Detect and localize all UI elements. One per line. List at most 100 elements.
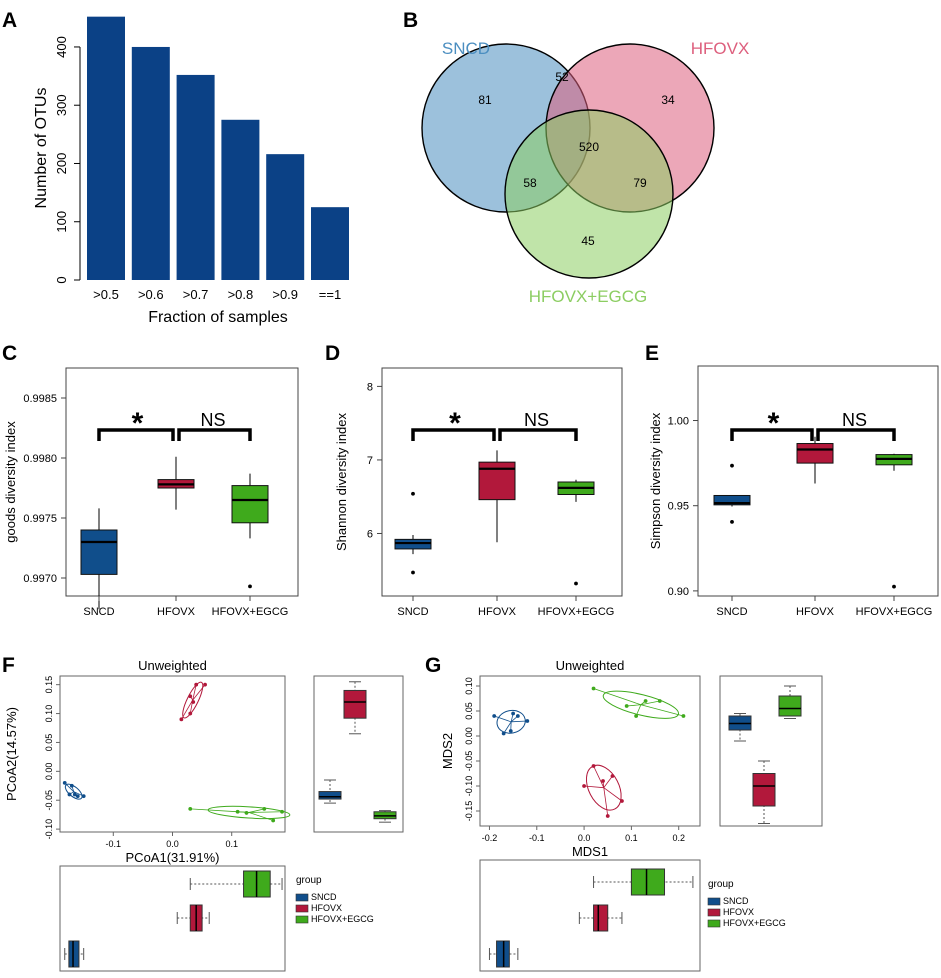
sample-point: [605, 814, 610, 818]
sample-point: [188, 694, 193, 699]
box-0: [80, 529, 118, 575]
plot-frame: [697, 365, 939, 597]
y-tick-label: 0.95: [668, 501, 689, 513]
panel-f-pcoa: Unweighted -0.1 0.0 0.1 -0.10 -0.05 0.00 0.05 0.…: [4, 658, 404, 972]
sample-point: [515, 714, 520, 718]
sample-point: [75, 794, 80, 799]
legend-label: SNCD: [311, 892, 337, 902]
bar-5: [311, 207, 349, 280]
x-tick-label: 0.2: [672, 833, 685, 843]
side-box-2: [778, 695, 802, 717]
y-tick-label: -0.15: [464, 801, 474, 822]
centroid-spoke: [603, 787, 609, 817]
venn-count-sncd_only: 81: [478, 93, 492, 107]
y-tick-label: 0.10: [464, 677, 474, 695]
bottom-box-1: [593, 904, 609, 932]
venn-count-sncd_egcg: 58: [523, 176, 537, 190]
x-tick-label: SNCD: [716, 606, 747, 618]
box-1: [796, 443, 834, 464]
sample-point: [511, 711, 516, 716]
centroid-spoke: [603, 775, 613, 788]
sample-point: [501, 731, 506, 736]
outlier-point: [248, 584, 252, 589]
centroid-spoke: [181, 699, 194, 720]
sample-point: [62, 780, 67, 785]
outlier-point: [730, 463, 734, 468]
legend-swatch: [295, 904, 309, 913]
y-tick-label: 100: [54, 211, 69, 233]
panel-d-shannon-boxplot: 6 7 8 Shannon diversity index SNCD HFOVX HFOVX…: [334, 367, 623, 618]
x-tick-label: >0.5: [93, 287, 119, 302]
box-0: [713, 494, 751, 506]
x-tick-label: -0.1: [106, 839, 122, 849]
outlier-point: [730, 519, 734, 524]
x-tick-label: HFOVX: [478, 606, 517, 618]
centroid-spoke: [584, 785, 604, 789]
centroid-spoke: [635, 704, 642, 717]
x-tick-label: HFOVX: [796, 606, 835, 618]
panel-letter-e: E: [645, 342, 659, 365]
side-box-frame: [313, 675, 404, 833]
legend-label: HFOVX: [723, 907, 754, 917]
sig-star: *: [768, 407, 780, 440]
sample-point: [634, 714, 639, 718]
sample-point: [643, 699, 648, 703]
legend-swatch: [707, 908, 721, 917]
sample-point: [271, 818, 276, 823]
sample-point: [582, 784, 586, 788]
y-tick-label: 400: [54, 36, 69, 58]
y-tick-label: 0: [54, 276, 69, 283]
centroid-spoke: [192, 684, 197, 701]
x-tick-label: >0.8: [228, 287, 254, 302]
y-tick-label: 0.10: [44, 705, 54, 723]
y-tick-label: 0.9975: [23, 513, 57, 525]
centroid-spoke: [503, 721, 512, 734]
plot-frame: [65, 367, 299, 597]
sample-point: [188, 711, 193, 716]
bar-2: [176, 74, 215, 280]
side-box-0: [318, 791, 342, 800]
plot-frame: [381, 367, 623, 597]
scatter-frame: [59, 675, 286, 833]
sig-bracket-left: [730, 428, 814, 441]
y-axis-title: goods diversity index: [3, 421, 18, 543]
y-axis-title: Simpson diversity index: [648, 412, 663, 549]
centroid-spoke: [640, 704, 684, 717]
sample-point: [525, 719, 530, 723]
sample-point: [179, 717, 184, 722]
y-tick-label: 0.00: [464, 727, 474, 745]
sample-point: [681, 714, 686, 718]
scatter-frame: [479, 675, 701, 827]
y-tick-label: -0.05: [464, 751, 474, 772]
x-tick-label: >0.9: [272, 287, 298, 302]
panel-letter-a: A: [2, 9, 17, 32]
x-tick-label: 0.0: [578, 833, 591, 843]
legend-label: HFOVX+EGCG: [723, 918, 786, 928]
centroid-spoke: [248, 812, 274, 821]
y-tick-label: 0.15: [44, 676, 54, 694]
x-tick-label: ==1: [319, 287, 341, 302]
bottom-box-frame: [479, 859, 701, 972]
sample-point: [591, 686, 596, 691]
y-axis-title: PCoA2(14.57%): [4, 707, 19, 801]
venn-count-sncd_hfovx: 52: [555, 70, 569, 84]
bar-0: [87, 16, 125, 281]
panel-letter-d: D: [325, 342, 340, 365]
sig-bracket-left: [97, 428, 175, 441]
venn-set-label-hfovx: HFOVX: [691, 39, 750, 58]
sample-point: [194, 682, 199, 687]
x-tick-label: HFOVX+EGCG: [856, 606, 933, 618]
centroid-spoke: [192, 684, 206, 701]
x-tick-label: -0.1: [529, 833, 545, 843]
sample-point: [203, 682, 207, 687]
panel-letter-f: F: [2, 654, 15, 677]
y-tick-label: 200: [54, 153, 69, 175]
centroid-spoke: [603, 787, 623, 802]
y-axis-title: Shannon diversity index: [334, 412, 349, 551]
outlier-point: [411, 570, 415, 575]
x-tick-label: >0.6: [138, 287, 164, 302]
x-tick-label: HFOVX+EGCG: [212, 606, 289, 618]
sig-bracket-right: [498, 428, 578, 441]
x-tick-label: 0.1: [225, 839, 238, 849]
